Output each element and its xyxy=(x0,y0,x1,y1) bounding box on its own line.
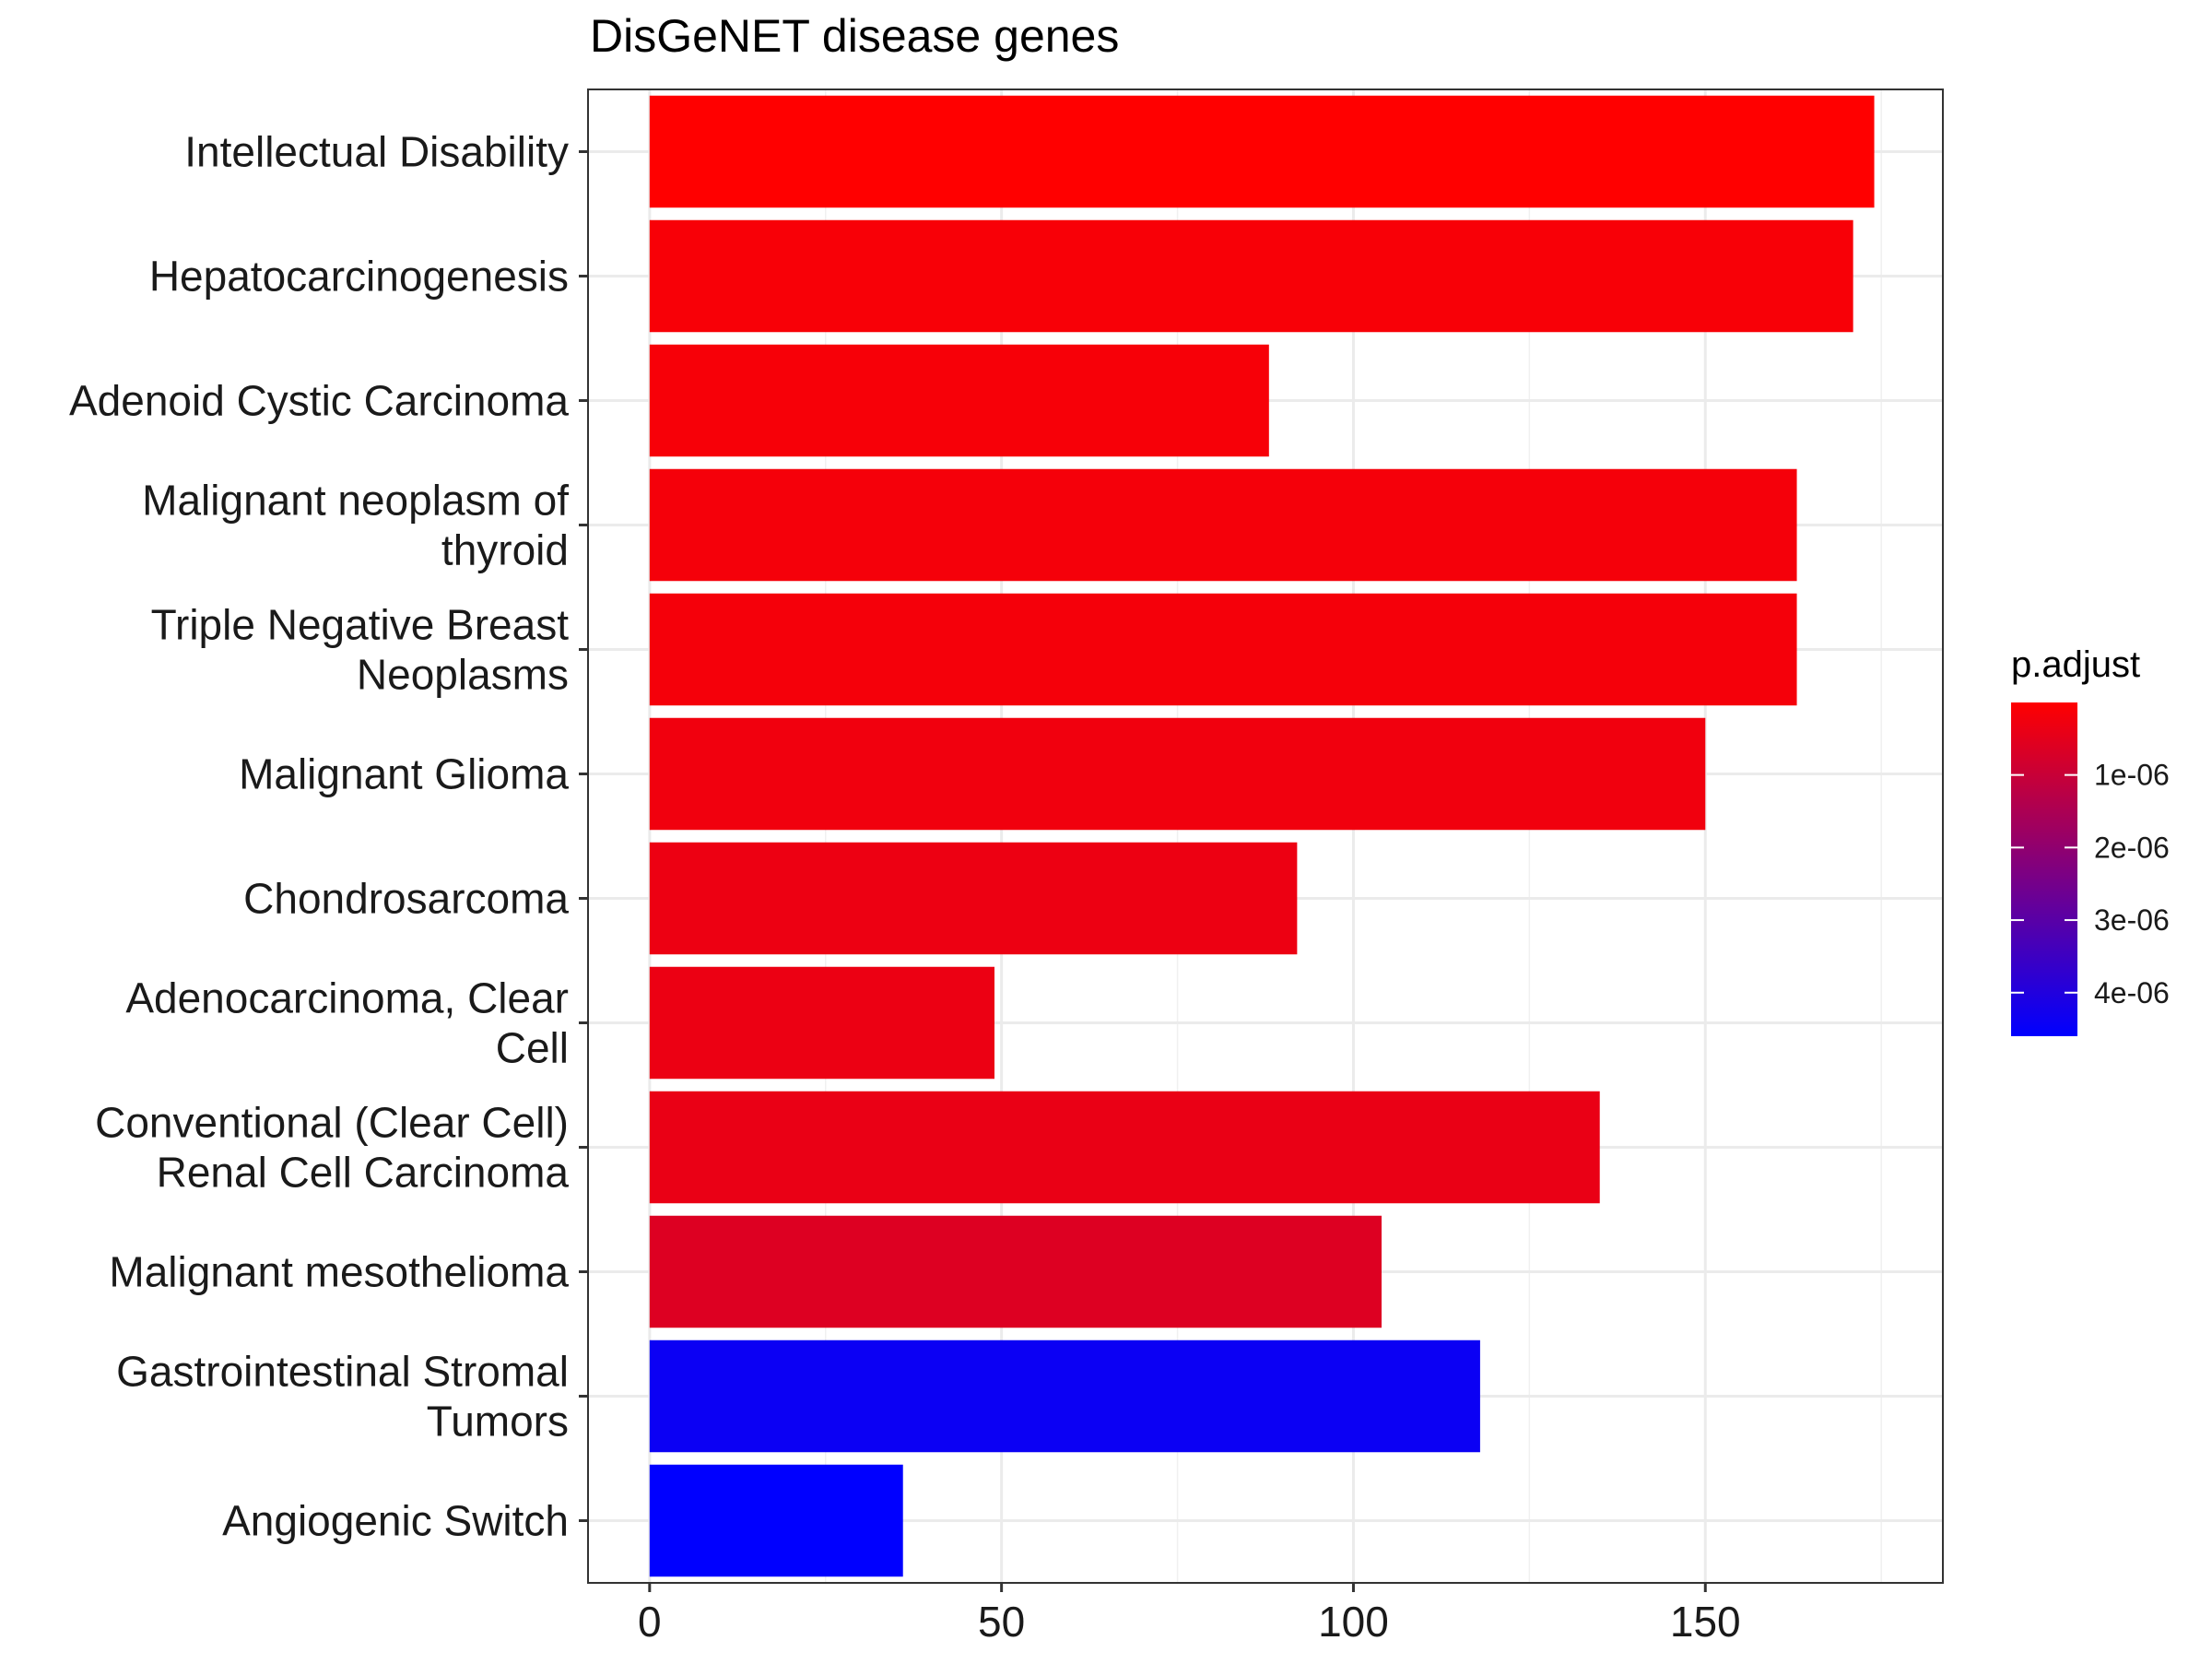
y-tick-label: Adenoid Cystic Carcinoma xyxy=(69,377,569,425)
legend-break-label: 4e-06 xyxy=(2094,976,2170,1009)
y-tick-label: thyroid xyxy=(441,526,569,574)
y-tick-label: Intellectual Disability xyxy=(184,128,569,176)
legend-colorbar xyxy=(2011,702,2077,1036)
y-tick-label: Malignant mesothelioma xyxy=(109,1248,569,1296)
chart-title: DisGeNET disease genes xyxy=(590,10,1119,62)
bar xyxy=(649,966,994,1080)
x-tick-label: 50 xyxy=(978,1598,1025,1646)
legend-break-label: 3e-06 xyxy=(2094,903,2170,937)
bar xyxy=(649,219,1853,333)
y-tick-label: Triple Negative Breast xyxy=(151,601,570,649)
bar xyxy=(649,1215,1382,1328)
bar xyxy=(649,717,1706,831)
x-tick-label: 0 xyxy=(638,1598,662,1646)
bar xyxy=(649,344,1269,457)
y-tick-label: Conventional (Clear Cell) xyxy=(95,1099,569,1147)
y-tick-label: Adenocarcinoma, Clear xyxy=(125,974,569,1022)
y-tick-label: Neoplasms xyxy=(357,651,569,699)
y-tick-label: Angiogenic Switch xyxy=(222,1497,569,1545)
y-tick-label: Malignant Glioma xyxy=(239,750,569,798)
y-tick-label: Malignant neoplasm of xyxy=(142,477,569,525)
bar xyxy=(649,842,1298,955)
legend-break-label: 1e-06 xyxy=(2094,759,2170,792)
x-tick-label: 100 xyxy=(1318,1598,1389,1646)
y-tick-label: Gastrointestinal Stromal xyxy=(116,1348,569,1396)
y-tick-label: Chondrosarcoma xyxy=(243,875,569,923)
bar xyxy=(649,593,1797,706)
panel-border xyxy=(587,89,1944,1584)
bar xyxy=(649,1339,1480,1453)
y-tick-label: Renal Cell Carcinoma xyxy=(157,1149,570,1197)
y-tick-label: Cell xyxy=(496,1024,569,1072)
plot-panel xyxy=(588,89,1943,1583)
bar xyxy=(649,1464,903,1577)
bar xyxy=(649,468,1797,582)
legend-break-label: 2e-06 xyxy=(2094,831,2170,864)
bar xyxy=(649,95,1875,208)
x-tick-label: 150 xyxy=(1670,1598,1741,1646)
y-tick-label: Hepatocarcinogenesis xyxy=(149,253,569,301)
bar xyxy=(649,1091,1600,1204)
legend-title: p.adjust xyxy=(2011,644,2140,685)
y-tick-label: Tumors xyxy=(427,1398,569,1446)
